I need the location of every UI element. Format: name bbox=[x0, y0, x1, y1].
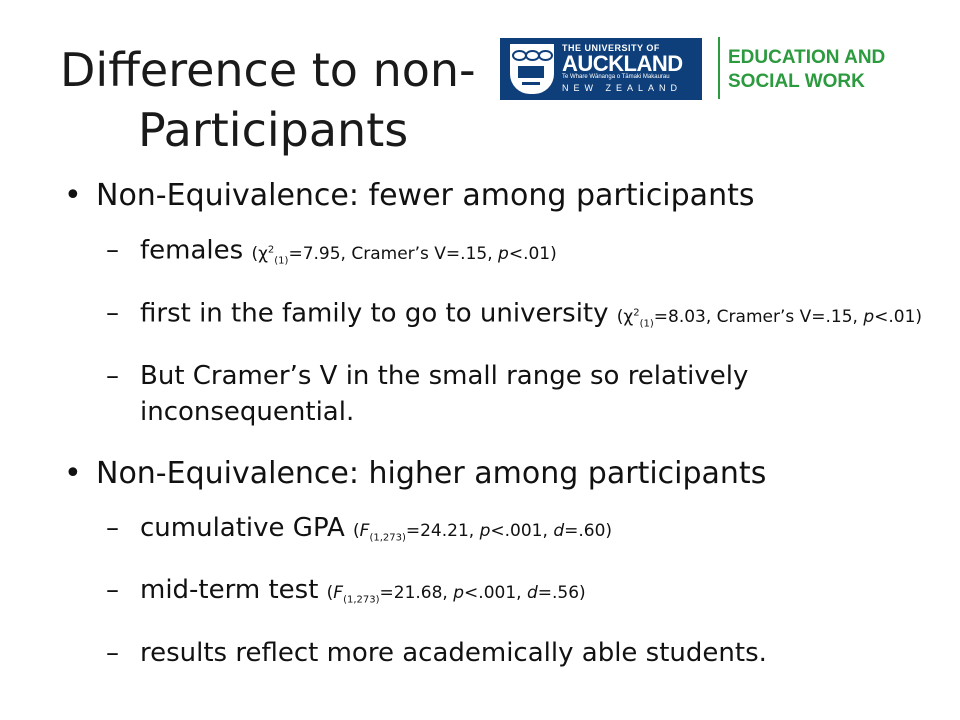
sub-bullet: – first in the family to go to universit… bbox=[60, 295, 940, 342]
dash-icon: – bbox=[106, 513, 119, 544]
sub-bullet-text: mid-term test bbox=[140, 575, 319, 606]
bullet-heading-text: Non-Equivalence: higher among participan… bbox=[96, 456, 767, 492]
dash-icon: – bbox=[106, 235, 119, 265]
university-logo: THE UNIVERSITY OF AUCKLAND Te Whare Wāna… bbox=[500, 38, 702, 100]
faculty-line-2: SOCIAL WORK bbox=[728, 71, 865, 92]
logo-text-line-4: NEW ZEALAND bbox=[562, 83, 683, 93]
slide-body: • Non-Equivalence: fewer among participa… bbox=[60, 170, 940, 687]
bullet-heading: • Non-Equivalence: fewer among participa… bbox=[60, 176, 940, 216]
sub-bullet-text: first in the family to go to university bbox=[140, 298, 609, 329]
logo-divider bbox=[718, 37, 720, 99]
logo-text-line-1: THE UNIVERSITY OF bbox=[562, 43, 660, 53]
university-crest-icon bbox=[510, 44, 554, 94]
title-line-1: Difference to non- bbox=[60, 43, 476, 97]
dash-icon: – bbox=[106, 361, 119, 392]
bullet-dot-icon: • bbox=[64, 178, 82, 213]
faculty-line-1: EDUCATION AND bbox=[728, 47, 886, 68]
sub-bullet: – mid-term test (F(1,273)=21.68, p<.001,… bbox=[60, 572, 940, 618]
faculty-name: EDUCATION AND SOCIAL WORK bbox=[728, 46, 885, 94]
slide-title: Difference to non- Participants bbox=[60, 40, 476, 160]
logo-text-line-2: AUCKLAND bbox=[562, 51, 683, 76]
bullet-dot-icon: • bbox=[64, 456, 82, 492]
stat-note: (F(1,273)=21.68, p<.001, d=.56) bbox=[326, 583, 586, 606]
sub-bullet: – But Cramer’s V in the small range so r… bbox=[60, 358, 940, 430]
bullet-heading: • Non-Equivalence: higher among particip… bbox=[60, 454, 940, 494]
sub-bullet-text: results reflect more academically able s… bbox=[140, 637, 767, 668]
sub-bullet-text: But Cramer’s V in the small range so rel… bbox=[140, 361, 749, 428]
logo-text-line-3: Te Whare Wānanga o Tāmaki Makaurau bbox=[562, 74, 670, 80]
stat-note: (χ2(1)=8.03, Cramer’s V=.15, p<.01) bbox=[616, 306, 923, 330]
dash-icon: – bbox=[106, 575, 119, 606]
title-line-2: Participants bbox=[138, 103, 409, 157]
sub-bullet-text: cumulative GPA bbox=[140, 513, 345, 544]
stat-note: (χ2(1)=7.95, Cramer’s V=.15, p<.01) bbox=[251, 243, 557, 267]
stat-note: (F(1,273)=24.21, p<.001, d=.60) bbox=[353, 521, 613, 544]
sub-bullet: – cumulative GPA (F(1,273)=24.21, p<.001… bbox=[60, 510, 940, 556]
sub-bullet: – results reflect more academically able… bbox=[60, 635, 940, 671]
sub-bullet: – females (χ2(1)=7.95, Cramer’s V=.15, p… bbox=[60, 232, 940, 279]
dash-icon: – bbox=[106, 298, 119, 329]
bullet-heading-text: Non-Equivalence: fewer among participant… bbox=[96, 178, 755, 213]
sub-bullet-text: females bbox=[140, 235, 244, 266]
dash-icon: – bbox=[106, 637, 119, 668]
